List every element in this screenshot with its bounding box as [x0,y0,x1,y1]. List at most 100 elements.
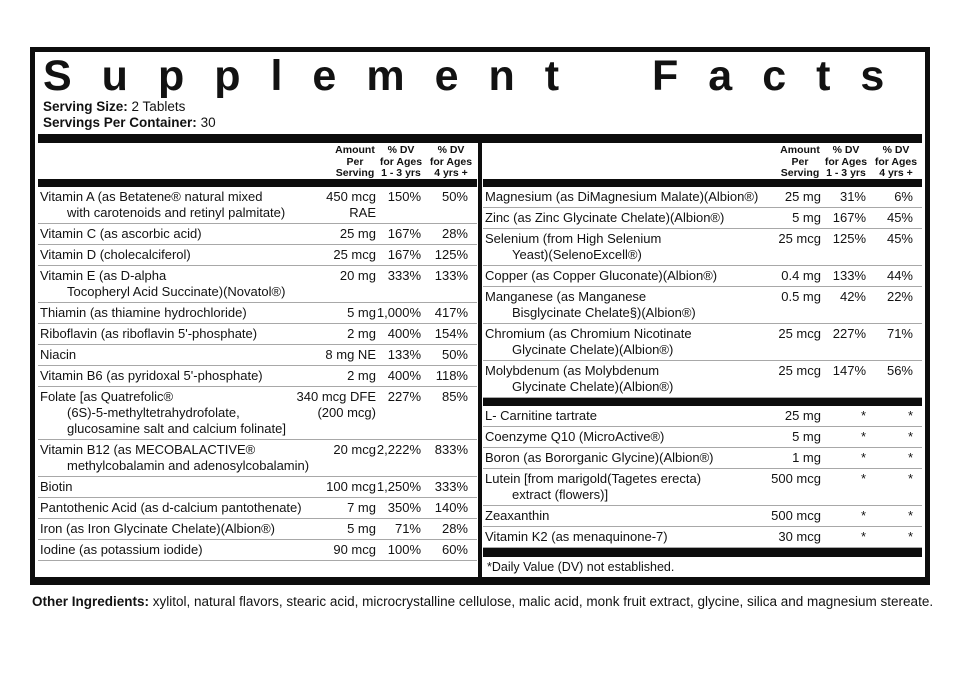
servings-per-container-label: Servings Per Container: [43,114,197,130]
item-amount: 500 mcg [771,471,821,486]
item-name: Riboflavin (as riboflavin 5'-phosphate) [40,326,258,341]
center-divider [478,143,482,577]
item-dv-1-3: 133% [832,268,866,283]
item-amount: 0.4 mg [781,268,821,283]
col-header-amount: Amount Per Serving [335,144,375,179]
item-name: Biotin [40,479,73,494]
tables-area: Amount Per Serving % DV for Ages 1 - 3 y… [35,143,925,577]
item-dv-4plus: * [907,450,913,465]
item-amount: 30 mcg [778,529,821,544]
item-name: Iron (as Iron Glycinate Chelate)(Albion®… [40,521,276,536]
table-row: Vitamin B6 (as pyridoxal 5'-phosphate) 2 … [38,366,477,387]
col-header-dv-1-3: % DV for Ages 1 - 3 yrs [379,144,423,179]
item-amount: 1 mg [792,450,821,465]
item-dv-1-3: 133% [387,347,421,362]
item-name: Folate [as Quatrefolic® (6S)-5-methyltet… [40,389,286,436]
item-name: Manganese (as Manganese Bisglycinate Che… [485,289,696,320]
item-amount: 90 mcg [333,542,376,557]
item-name: Iodine (as potassium iodide) [40,542,203,557]
item-dv-4plus: * [907,471,913,486]
item-amount: 25 mcg [778,326,821,341]
item-amount: 7 mg [347,500,376,515]
item-name: Vitamin E (as D-alpha Tocopheryl Acid Su… [40,268,286,299]
item-amount: 25 mg [784,408,821,423]
table-row: Pantothenic Acid (as d-calcium pantothen… [38,498,477,519]
table-row: Vitamin B12 (as MECOBALACTIVE® methylcob… [38,440,477,477]
table-row: Iodine (as potassium iodide) 90 mcg 100% 60… [38,540,477,561]
item-dv-1-3: 167% [832,210,866,225]
item-name: Molybdenum (as Molybdenum Glycinate Chel… [485,363,674,394]
item-amount: 100 mcg [326,479,376,494]
table-row: Iron (as Iron Glycinate Chelate)(Albion®… [38,519,477,540]
item-dv-1-3: 350% [387,500,421,515]
item-name: Pantothenic Acid (as d-calcium pantothen… [40,500,302,515]
item-dv-1-3: * [860,529,866,544]
item-dv-4plus: 6% [894,189,913,204]
item-dv-1-3: 42% [839,289,866,304]
table-row: Manganese (as Manganese Bisglycinate Che… [483,287,922,324]
item-dv-1-3: 167% [387,247,421,262]
item-dv-1-3: 333% [387,268,421,283]
item-dv-4plus: * [907,508,913,523]
table-row: Thiamin (as thiamine hydrochloride) 5 mg 1… [38,303,477,324]
right-table-mineral-rows: Magnesium (as DiMagnesium Malate)(Albion… [483,187,922,398]
item-name: Vitamin D (cholecalciferol) [40,247,191,262]
col-header-dv-4plus: % DV for Ages 4 yrs + [429,144,473,179]
item-amount: 25 mg [339,226,376,241]
item-dv-4plus: 28% [441,521,468,536]
item-dv-4plus: 140% [434,500,468,515]
item-dv-4plus: * [907,429,913,444]
table-row: Vitamin E (as D-alpha Tocopheryl Acid Su… [38,266,477,303]
item-dv-4plus: 50% [441,347,468,362]
item-dv-1-3: 150% [387,189,421,204]
item-name: Vitamin A (as Betatene® natural mixed wi… [40,189,286,220]
item-dv-4plus: 154% [434,326,468,341]
item-dv-4plus: 45% [886,210,913,225]
item-dv-4plus: 118% [435,368,468,383]
item-amount: 5 mg [347,521,376,536]
item-dv-4plus: 50% [441,189,468,204]
item-dv-1-3: 125% [832,231,866,246]
table-row: Riboflavin (as riboflavin 5'-phosphate) 2… [38,324,477,345]
thick-divider-mid [483,398,922,406]
item-dv-4plus: * [907,408,913,423]
item-dv-1-3: 147% [832,363,866,378]
item-dv-4plus: 833% [434,442,468,457]
item-dv-4plus: 45% [886,231,913,246]
thick-divider-footnote [483,548,922,557]
table-row: Selenium (from High Selenium Yeast)(Sele… [483,229,922,266]
right-table-other-rows: L- Carnitine tartrate 25 mg * * Coenzyme Q10… [483,406,922,548]
col-header-dv-1-3: % DV for Ages 1 - 3 yrs [824,144,868,179]
item-dv-1-3: 1,000% [376,305,421,320]
item-dv-1-3: 227% [387,389,421,404]
supplement-facts-panel: Supplement Facts Serving Size: 2 Tablets… [30,47,930,585]
table-row: Magnesium (as DiMagnesium Malate)(Albion… [483,187,922,208]
table-row: Lutein [from marigold(Tagetes erecta) ex… [483,469,922,506]
item-name: Lutein [from marigold(Tagetes erecta) ex… [485,471,702,502]
item-dv-1-3: 31% [839,189,866,204]
item-amount: 5 mg [347,305,376,320]
item-dv-1-3: 167% [387,226,421,241]
item-name: Niacin [40,347,77,362]
table-row: Folate [as Quatrefolic® (6S)-5-methyltet… [38,387,477,440]
item-dv-1-3: 71% [394,521,421,536]
other-ingredients-text: xylitol, natural flavors, stearic acid, … [152,594,934,609]
item-amount: 340 mcg DFE (200 mcg) [296,389,376,420]
table-row: Chromium (as Chromium Nicotinate Glycina… [483,324,922,361]
item-amount: 0.5 mg [781,289,821,304]
item-dv-1-3: * [860,429,866,444]
item-dv-4plus: 60% [441,542,468,557]
item-dv-1-3: 227% [832,326,866,341]
item-name: Magnesium (as DiMagnesium Malate)(Albion… [485,189,759,204]
item-dv-4plus: 56% [886,363,913,378]
serving-size-line: Serving Size: 2 Tablets [43,99,917,115]
item-amount: 450 mcg RAE [326,189,376,220]
item-amount: 2 mg [347,326,376,341]
table-row: Vitamin C (as ascorbic acid) 25 mg 167% 28% [38,224,477,245]
table-row: Boron (as Bororganic Glycine)(Albion®) 1 … [483,448,922,469]
item-dv-1-3: 400% [387,368,421,383]
item-amount: 500 mcg [771,508,821,523]
item-dv-4plus: 333% [434,479,468,494]
table-row: Niacin 8 mg NE 133% 50% [38,345,477,366]
table-row: Zinc (as Zinc Glycinate Chelate)(Albion®… [483,208,922,229]
